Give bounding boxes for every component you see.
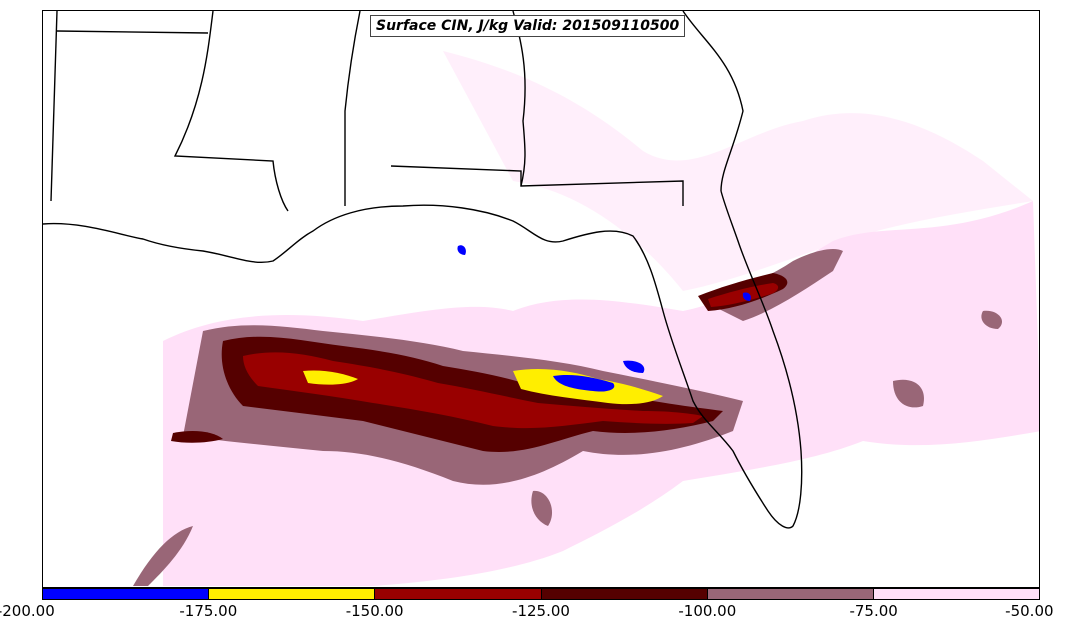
state-border	[344, 11, 361, 206]
colorbar-segment	[873, 589, 1040, 599]
colorbar	[42, 588, 1040, 600]
cin-region-mauve	[981, 310, 1003, 329]
cin-region-blue	[457, 245, 466, 255]
colorbar-segment	[209, 589, 376, 599]
state-border	[682, 11, 744, 192]
colorbar-tick-label: -175.00	[179, 602, 238, 620]
map-frame	[42, 10, 1040, 588]
colorbar-tick-label: -125.00	[512, 602, 570, 620]
colorbar-tick-label: -100.00	[678, 602, 737, 620]
cin-region-darkred	[171, 431, 223, 443]
state-border	[56, 30, 209, 34]
cin-region-blue	[742, 292, 751, 301]
cin-region-light	[443, 51, 1033, 291]
cin-region-mauve	[893, 379, 924, 408]
state-border	[50, 11, 58, 202]
cin-region-blue	[553, 374, 615, 392]
colorbar-tick-label: -150.00	[345, 602, 404, 620]
map-title: Surface CIN, J/kg Valid: 201509110500	[370, 15, 686, 37]
colorbar-segment	[375, 589, 542, 599]
state-border	[173, 11, 289, 212]
colorbar-segment	[541, 589, 708, 599]
colorbar-tick-label: -50.00	[1005, 602, 1054, 620]
cin-shading	[133, 51, 1039, 586]
map-boundaries	[43, 11, 803, 529]
cin-region-mauve	[133, 526, 193, 586]
map-canvas	[43, 11, 1039, 586]
colorbar-tick-label: -75.00	[849, 602, 898, 620]
colorbar-segment	[707, 589, 874, 599]
cin-region-mauve	[531, 490, 553, 526]
cin-region-blue	[623, 360, 645, 373]
cin-region-yellow	[303, 370, 358, 385]
colorbar-segment	[43, 589, 210, 599]
cin-region-red	[243, 352, 703, 429]
coastline	[43, 190, 803, 529]
colorbar-tick-label: -200.00	[0, 602, 55, 620]
